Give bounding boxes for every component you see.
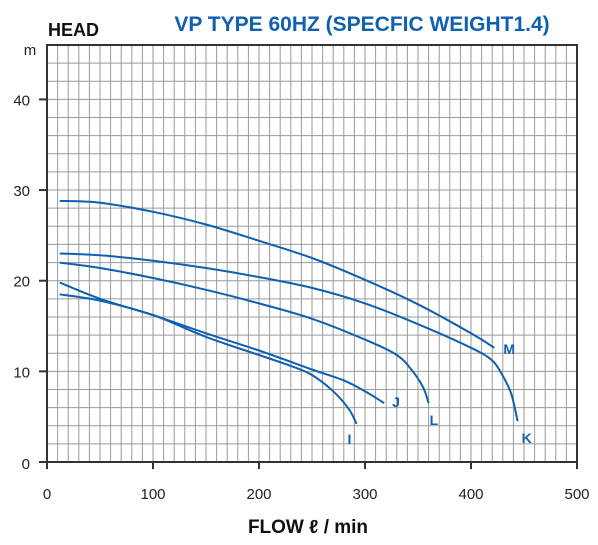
curve-label-j: J [392,394,400,410]
x-axis-label: FLOW ℓ / min [248,517,368,538]
x-tick-label: 400 [458,486,483,503]
y-tick-label: 10 [13,364,30,381]
plot-frame [46,44,578,463]
y-tick-label: 0 [22,456,30,473]
series-line-l [59,261,430,404]
y-unit-label: m [24,42,37,59]
curve-labels: M K L J I [348,341,532,447]
x-tick-label: 500 [564,486,589,503]
x-tick-label: 200 [246,486,271,503]
y-tick-label: 30 [13,183,30,200]
x-tick-label: 100 [140,486,165,503]
series-layer [59,199,519,425]
y-axis-label: HEAD [48,20,99,40]
series-line-k [59,252,519,422]
y-tick-label: 20 [13,274,30,291]
curve-label-l: L [430,412,439,428]
x-tick-label: 300 [352,486,377,503]
x-tick-label: 0 [43,486,51,503]
series-line-m [59,199,495,349]
chart-grid [47,45,577,462]
curve-label-m: M [503,341,515,357]
series-line-i [59,293,358,425]
curve-label-k: K [522,430,532,446]
chart-title: VP TYPE 60HZ (SPECFIC WEIGHT1.4) [174,13,549,36]
curve-label-i: I [348,431,352,447]
y-tick-label: 40 [13,92,30,109]
axis-ticks: 0 100 200 300 400 500 0 10 20 30 40 [13,92,589,503]
